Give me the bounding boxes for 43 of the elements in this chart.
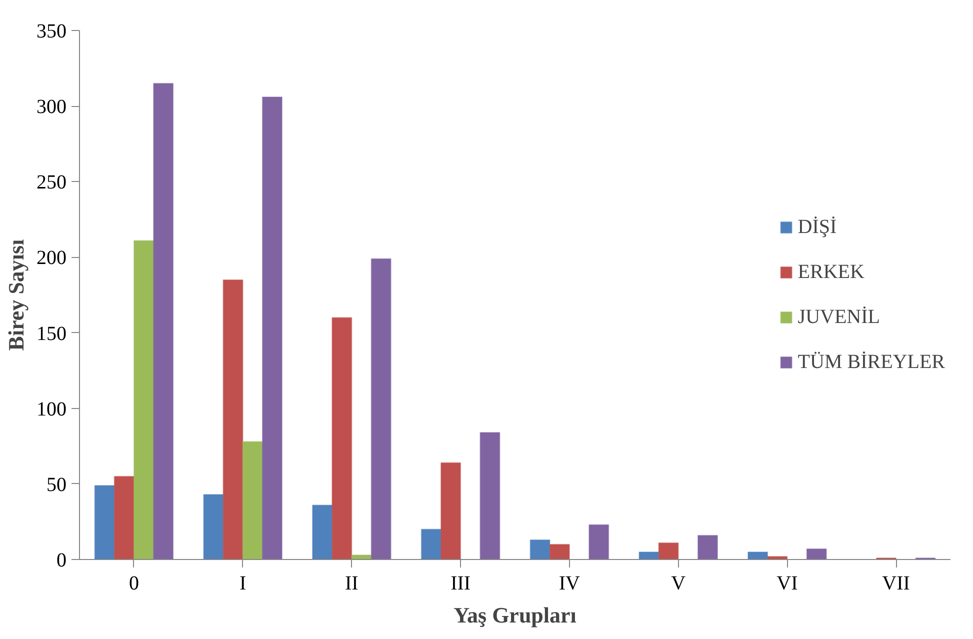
x-tick-label: IV bbox=[558, 572, 581, 594]
bar bbox=[133, 240, 154, 560]
x-tick-label: I bbox=[239, 572, 246, 594]
y-tick-label: 200 bbox=[36, 247, 66, 270]
bar bbox=[262, 96, 283, 560]
bar bbox=[203, 494, 224, 560]
bar bbox=[697, 534, 718, 560]
bar bbox=[312, 504, 333, 560]
bar bbox=[530, 539, 550, 560]
y-tick-label: 50 bbox=[46, 474, 66, 496]
legend-label: DİŞİ bbox=[798, 216, 837, 238]
x-tick-label: VI bbox=[776, 572, 798, 594]
legend-label: JUVENİL bbox=[798, 306, 880, 328]
legend-label: ERKEK bbox=[798, 260, 864, 284]
bar bbox=[747, 551, 768, 560]
bar bbox=[480, 432, 500, 560]
y-tick-label: 350 bbox=[36, 20, 66, 42]
x-tick-label: III bbox=[450, 572, 471, 594]
bar bbox=[420, 528, 442, 560]
bar bbox=[370, 258, 392, 560]
x-tick-label: VII bbox=[882, 572, 910, 594]
legend-label: TÜM BİREYLER bbox=[798, 350, 945, 374]
y-tick-label: 100 bbox=[36, 398, 66, 420]
y-tick-label: 300 bbox=[36, 96, 66, 118]
bar bbox=[658, 542, 679, 560]
y-axis-title: Birey Sayısı bbox=[4, 239, 28, 351]
y-tick-label: 150 bbox=[36, 322, 66, 345]
bar bbox=[440, 462, 462, 560]
x-axis-title: Yaş Grupları bbox=[454, 602, 576, 628]
bar bbox=[94, 484, 115, 560]
y-tick-label: 0 bbox=[56, 550, 66, 572]
bar bbox=[588, 524, 610, 560]
bar bbox=[806, 548, 827, 560]
y-tick-label: 250 bbox=[36, 172, 66, 194]
bar bbox=[153, 82, 174, 560]
bar bbox=[242, 441, 263, 560]
bar bbox=[332, 317, 352, 560]
bar bbox=[549, 544, 570, 560]
bar bbox=[222, 279, 244, 560]
x-tick-label: II bbox=[345, 572, 358, 594]
x-tick-label: V bbox=[671, 572, 686, 594]
bar bbox=[114, 476, 134, 560]
x-tick-label: 0 bbox=[128, 572, 139, 594]
